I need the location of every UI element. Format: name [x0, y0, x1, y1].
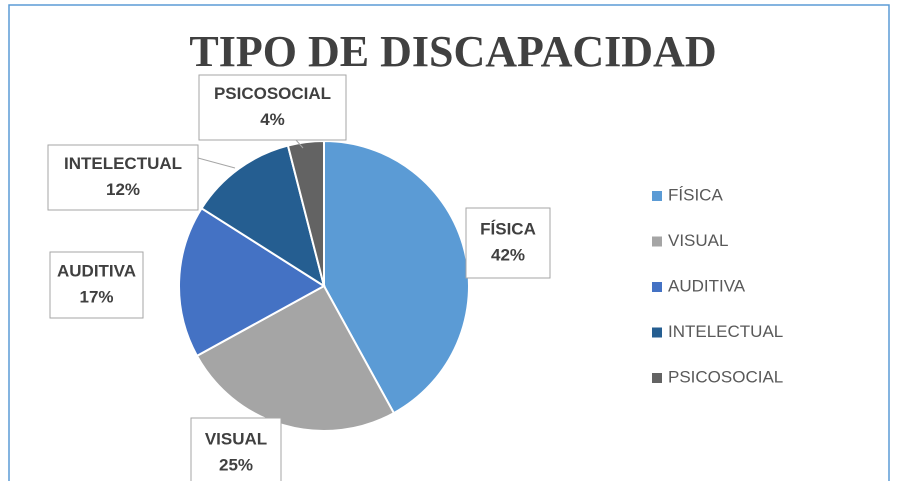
legend-swatch — [652, 191, 662, 201]
pie-slice — [178, 206, 326, 358]
label-box — [465, 207, 551, 279]
legend-label: PSICOSOCIAL — [668, 367, 783, 386]
data-label: 42% — [491, 245, 525, 264]
data-label-category: AUDITIVA — [57, 261, 136, 280]
leader-line — [197, 157, 236, 169]
data-label: 12% — [106, 180, 140, 199]
leader-line — [295, 139, 304, 149]
pie-slice — [200, 144, 326, 289]
data-label-category: INTELECTUAL — [64, 154, 182, 173]
data-label-category: VISUAL — [205, 429, 267, 448]
legend-label: AUDITIVA — [668, 276, 746, 295]
legend-swatch — [652, 327, 662, 338]
chart-title: TIPO DE DISCAPACIDAD — [189, 27, 716, 76]
legend-swatch — [652, 236, 662, 247]
data-label-category: PSICOSOCIAL — [214, 84, 331, 103]
label-box — [47, 144, 199, 211]
legend-label: FÍSICA — [668, 185, 723, 204]
label-box — [198, 74, 347, 141]
pie-slice — [195, 284, 396, 432]
pie — [178, 139, 470, 432]
pie-slice — [323, 139, 470, 415]
data-label-category: FÍSICA — [480, 219, 536, 238]
label-box — [190, 417, 282, 481]
legend-swatch — [652, 282, 662, 292]
data-label: 25% — [219, 455, 253, 474]
data-labels: FÍSICA 42% VISUAL 25% AUDITIVA 17% INTELECTUAL… — [47, 74, 551, 481]
data-label: 17% — [79, 287, 113, 306]
legend-swatch — [652, 373, 662, 383]
legend: FÍSICA VISUAL AUDITIVA INTELECTUAL PSICOSOCI… — [652, 185, 783, 386]
legend-label: INTELECTUAL — [668, 322, 783, 341]
legend-label: VISUAL — [668, 231, 728, 250]
label-box — [49, 251, 144, 319]
data-label: 4% — [260, 110, 285, 129]
pie-slice — [286, 139, 325, 287]
